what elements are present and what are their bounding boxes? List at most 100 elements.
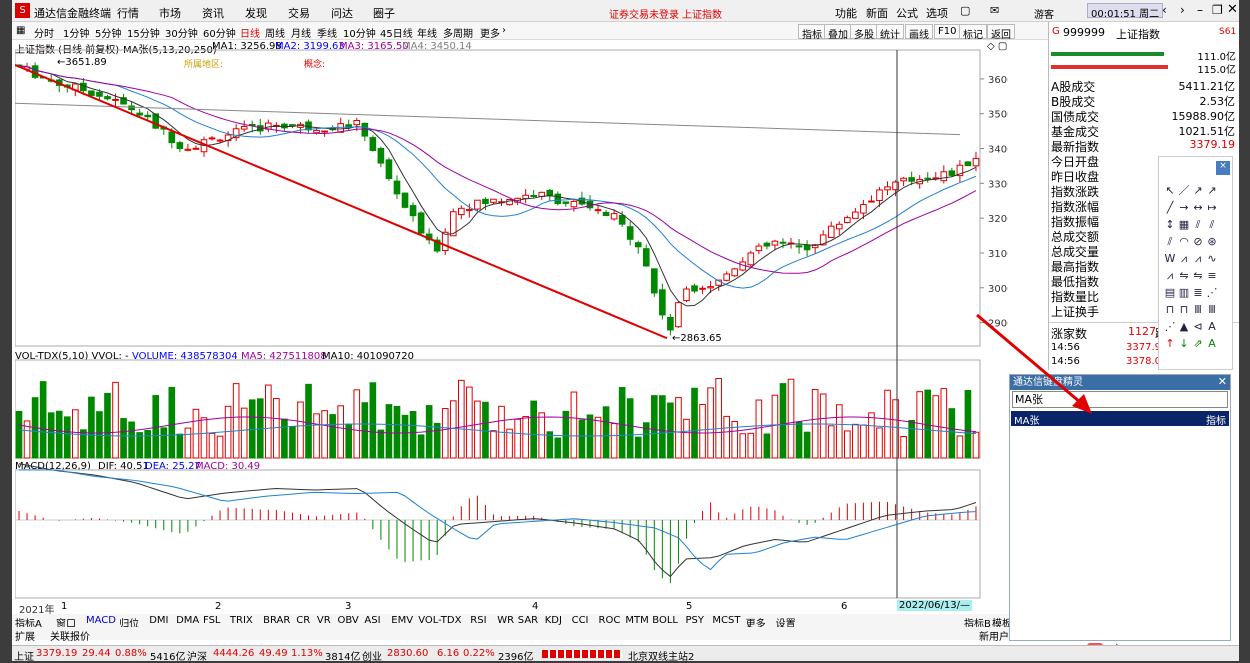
draw-tool-icon[interactable]: ⩘ <box>1166 269 1174 282</box>
tool-indicator[interactable]: 指标 <box>798 24 826 41</box>
period-multi[interactable]: 多周期 <box>443 29 473 40</box>
period-monthly[interactable]: 月线 <box>291 29 311 40</box>
tab-fsl-6[interactable]: FSL <box>203 615 221 626</box>
tab-asi-12[interactable]: ASI <box>364 615 381 626</box>
draw-tool-icon[interactable]: ⋰ <box>1206 286 1218 299</box>
user-label[interactable]: 游客 <box>1034 10 1054 21</box>
draw-tool-icon[interactable]: ⊓ <box>1165 303 1175 316</box>
tab-sar-17[interactable]: SAR <box>517 615 539 626</box>
tab---3[interactable]: 归位 <box>119 619 140 630</box>
draw-tool-icon[interactable]: ╱ <box>1166 201 1174 214</box>
calendar-icon[interactable]: ▢ <box>960 4 971 17</box>
spirit-close-icon[interactable]: ✕ <box>1217 375 1227 388</box>
spirit-input[interactable]: MA张 <box>1012 391 1228 408</box>
tool-stats[interactable]: 统计 <box>876 24 904 41</box>
draw-tool-icon[interactable]: ∿ <box>1207 252 1217 265</box>
period-weekly[interactable]: 周线 <box>265 29 285 40</box>
draw-tool-icon[interactable]: ▤ <box>1164 286 1176 299</box>
login-notice[interactable]: 证券交易未登录 <box>609 10 679 21</box>
draw-tool-icon[interactable]: ⇋ <box>1193 269 1203 282</box>
draw-tool-icon[interactable]: ↗ <box>1193 184 1203 197</box>
candlestick-chart[interactable]: 3600 3500 3400 3300 3200 3100 3000 2900 ←3651.89… <box>15 40 1008 600</box>
tool-draw[interactable]: 画线 <box>905 24 933 41</box>
tab-new-user[interactable]: 新用户 <box>979 632 1009 643</box>
minimize-icon[interactable]: – <box>1197 3 1203 17</box>
draw-tool-icon[interactable]: ▲ <box>1179 320 1189 333</box>
draw-tool-icon[interactable]: ⇋ <box>1179 269 1189 282</box>
period-60min[interactable]: 60分钟 <box>203 29 236 40</box>
tab-vol-tdx-14[interactable]: VOL-TDX <box>418 615 462 626</box>
tab-emv-13[interactable]: EMV <box>391 615 414 626</box>
tab---26[interactable]: 设置 <box>775 619 796 630</box>
tab-macd-2[interactable]: MACD <box>86 615 116 626</box>
draw-tool-icon[interactable]: ≡ <box>1207 269 1217 282</box>
draw-tool-icon[interactable]: ↔ <box>1193 201 1203 214</box>
tab-boll-22[interactable]: BOLL <box>652 615 678 626</box>
period-10min[interactable]: 10分钟 <box>343 29 376 40</box>
tab-kdj-18[interactable]: KDJ <box>544 615 562 626</box>
tab-mtm-21[interactable]: MTM <box>625 615 649 626</box>
chart-expand-icon[interactable]: ◇ ▢ <box>987 41 1008 52</box>
period-30min[interactable]: 30分钟 <box>165 29 198 40</box>
draw-tool-icon[interactable]: ◠ <box>1179 235 1189 248</box>
draw-tool-icon[interactable]: ⫽ <box>1209 218 1215 231</box>
tab--a-0[interactable]: 指标A <box>15 619 42 630</box>
draw-tool-icon[interactable]: ↕ <box>1165 218 1175 231</box>
tab-cr-9[interactable]: CR <box>296 615 311 626</box>
tool-multistock[interactable]: 多股 <box>850 24 878 41</box>
tab-right-1[interactable]: 模板 <box>992 619 1012 630</box>
forward-icon[interactable]: › <box>1180 3 1185 17</box>
draw-tool-icon[interactable]: ↖ <box>1165 184 1175 197</box>
maximize-icon[interactable]: ❐ <box>1212 3 1223 17</box>
tool-f10[interactable]: F10 <box>934 24 961 39</box>
tab-related-quote[interactable]: 关联报价 <box>50 632 90 643</box>
tab-roc-20[interactable]: ROC <box>598 615 621 626</box>
draw-tool-icon[interactable]: ⇗ <box>1193 337 1203 350</box>
menu-hangqing[interactable]: 行情 <box>117 7 139 20</box>
menu-quanzi[interactable]: 圈子 <box>373 7 395 20</box>
draw-tool-icon[interactable]: ⊘ <box>1193 235 1203 248</box>
tab-brar-8[interactable]: BRAR <box>263 615 291 626</box>
mail-icon[interactable]: ✉ <box>990 4 1000 17</box>
toolbox-close-icon[interactable]: × <box>1216 161 1230 175</box>
period-45day[interactable]: 45日线 <box>380 29 413 40</box>
draw-tool-icon[interactable]: ⩘ <box>1180 252 1188 265</box>
draw-tool-icon[interactable]: ↗ <box>1207 184 1217 197</box>
tool-mark[interactable]: 标记 <box>959 24 987 41</box>
menu-jiaoyi[interactable]: 交易 <box>288 7 310 20</box>
tab---1[interactable]: 窗口 <box>56 619 76 630</box>
chevron-right-icon[interactable]: › <box>502 25 506 36</box>
draw-tool-icon[interactable]: Ⅲ <box>1194 303 1202 316</box>
period-15min[interactable]: 15分钟 <box>127 29 160 40</box>
period-more[interactable]: 更多 <box>480 29 500 40</box>
draw-tool-icon[interactable]: ⊛ <box>1207 235 1217 248</box>
period-quarterly[interactable]: 季线 <box>317 29 337 40</box>
period-1min[interactable]: 1分钟 <box>63 29 90 40</box>
grid-icon[interactable]: ▦ <box>16 25 26 36</box>
menu-shichang[interactable]: 市场 <box>159 7 181 20</box>
menu-zixun[interactable]: 资讯 <box>202 7 224 20</box>
tab-right-0[interactable]: 指标B <box>964 619 991 630</box>
menu-gongshi[interactable]: 公式 <box>896 7 918 20</box>
period-daily[interactable]: 日线 <box>240 29 260 40</box>
period-fenshi[interactable]: 分时 <box>34 29 54 40</box>
draw-tool-icon[interactable]: ⫽ <box>1167 235 1173 248</box>
draw-tool-icon[interactable]: ↓ <box>1179 337 1189 350</box>
tab-extend[interactable]: 扩展 <box>15 632 35 643</box>
tab-mcst-24[interactable]: MCST <box>712 615 741 626</box>
close-icon[interactable]: ✕ <box>1227 2 1238 17</box>
tab---25[interactable]: 更多 <box>745 619 766 630</box>
period-yearly[interactable]: 年线 <box>417 29 437 40</box>
draw-tool-icon[interactable]: A <box>1208 337 1216 350</box>
draw-tool-icon[interactable]: ↑ <box>1165 337 1175 350</box>
tab-obv-11[interactable]: OBV <box>337 615 359 626</box>
spirit-result[interactable]: MA张 指标 <box>1011 411 1229 427</box>
draw-tool-icon[interactable]: ⊲ <box>1193 320 1203 333</box>
menu-xuanxiang[interactable]: 选项 <box>926 7 948 20</box>
menu-wenda[interactable]: 问达 <box>331 7 353 20</box>
draw-tool-icon[interactable]: ／ <box>1178 184 1190 197</box>
tab-cci-19[interactable]: CCI <box>571 615 589 626</box>
tab-trix-7[interactable]: TRIX <box>229 615 253 626</box>
tab-rsi-15[interactable]: RSI <box>470 615 487 626</box>
tab-psy-23[interactable]: PSY <box>685 615 705 626</box>
